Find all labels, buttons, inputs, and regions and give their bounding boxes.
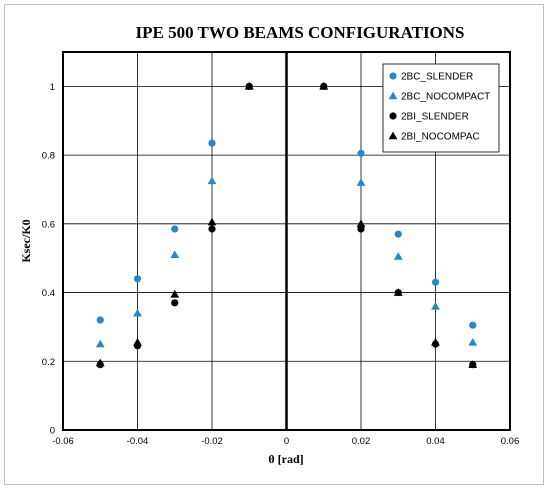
y-tick-label: 0.4 <box>42 288 55 299</box>
x-tick-label: -0.04 <box>127 436 149 447</box>
legend-entry: 2BC_SLENDER <box>401 72 473 83</box>
data-point <box>207 176 217 185</box>
data-point <box>469 321 477 329</box>
x-tick-label: 0 <box>284 436 289 447</box>
data-point <box>133 337 142 346</box>
data-point <box>356 219 366 228</box>
legend: 2BC_SLENDER 2BC_NOCOMPACT 2BI_SLENDER 2BI_N… <box>382 63 500 153</box>
data-point <box>357 149 365 157</box>
y-axis-label: Ksec/K0 <box>19 219 33 262</box>
data-point <box>170 289 180 298</box>
legend-marker <box>389 112 397 120</box>
data-point <box>431 337 440 346</box>
data-point <box>244 81 254 90</box>
data-point <box>394 230 402 238</box>
data-point <box>170 250 180 259</box>
data-points <box>95 81 478 369</box>
data-point <box>319 81 329 90</box>
legend-entry: 2BC_NOCOMPACT <box>401 92 490 103</box>
data-point <box>468 360 478 369</box>
data-point <box>95 358 105 367</box>
chart-frame <box>4 4 544 485</box>
data-point <box>95 339 105 348</box>
data-point <box>431 301 440 310</box>
data-point <box>171 225 179 233</box>
legend-marker <box>388 131 398 140</box>
data-point <box>468 337 478 346</box>
legend-entry: 2BI_SLENDER <box>401 112 469 123</box>
data-point <box>208 225 216 233</box>
data-point <box>208 139 216 147</box>
legend-entry: 2BI_NOCOMPAC <box>401 132 480 143</box>
x-tick-label: -0.06 <box>52 436 74 447</box>
tick-labels: -0.06 -0.04 -0.02 0 0.02 0.04 0.06 0 0.2 0.4 0.6 0.… <box>42 82 519 447</box>
data-point <box>133 308 142 317</box>
chart-title: IPE 500 TWO BEAMS CONFIGURATIONS <box>135 23 464 42</box>
legend-marker <box>389 72 397 80</box>
legend-marker <box>388 91 398 100</box>
legend-box <box>382 63 500 153</box>
y-tick-label: 0 <box>50 426 55 437</box>
data-point <box>207 217 217 226</box>
y-tick-label: 0.8 <box>42 151 55 162</box>
y-tick-label: 0.2 <box>42 357 55 368</box>
data-point <box>96 316 104 324</box>
data-point <box>356 178 366 186</box>
y-tick-label: 1 <box>50 82 55 93</box>
x-tick-label: -0.02 <box>201 436 223 447</box>
data-point <box>393 252 403 260</box>
x-tick-label: 0.04 <box>426 436 445 447</box>
series-2bi_nocompac <box>95 81 478 369</box>
data-point <box>133 275 142 283</box>
data-point <box>431 278 440 286</box>
data-point <box>393 288 403 296</box>
x-tick-label: 0.02 <box>352 436 371 447</box>
x-tick-label: 0.06 <box>501 436 520 447</box>
data-point <box>171 299 179 307</box>
y-tick-label: 0.6 <box>42 219 55 230</box>
x-axis-label: θ [rad] <box>268 452 303 466</box>
data-point <box>357 225 365 233</box>
